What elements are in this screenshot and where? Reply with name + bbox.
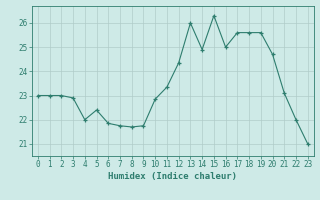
X-axis label: Humidex (Indice chaleur): Humidex (Indice chaleur) — [108, 172, 237, 181]
